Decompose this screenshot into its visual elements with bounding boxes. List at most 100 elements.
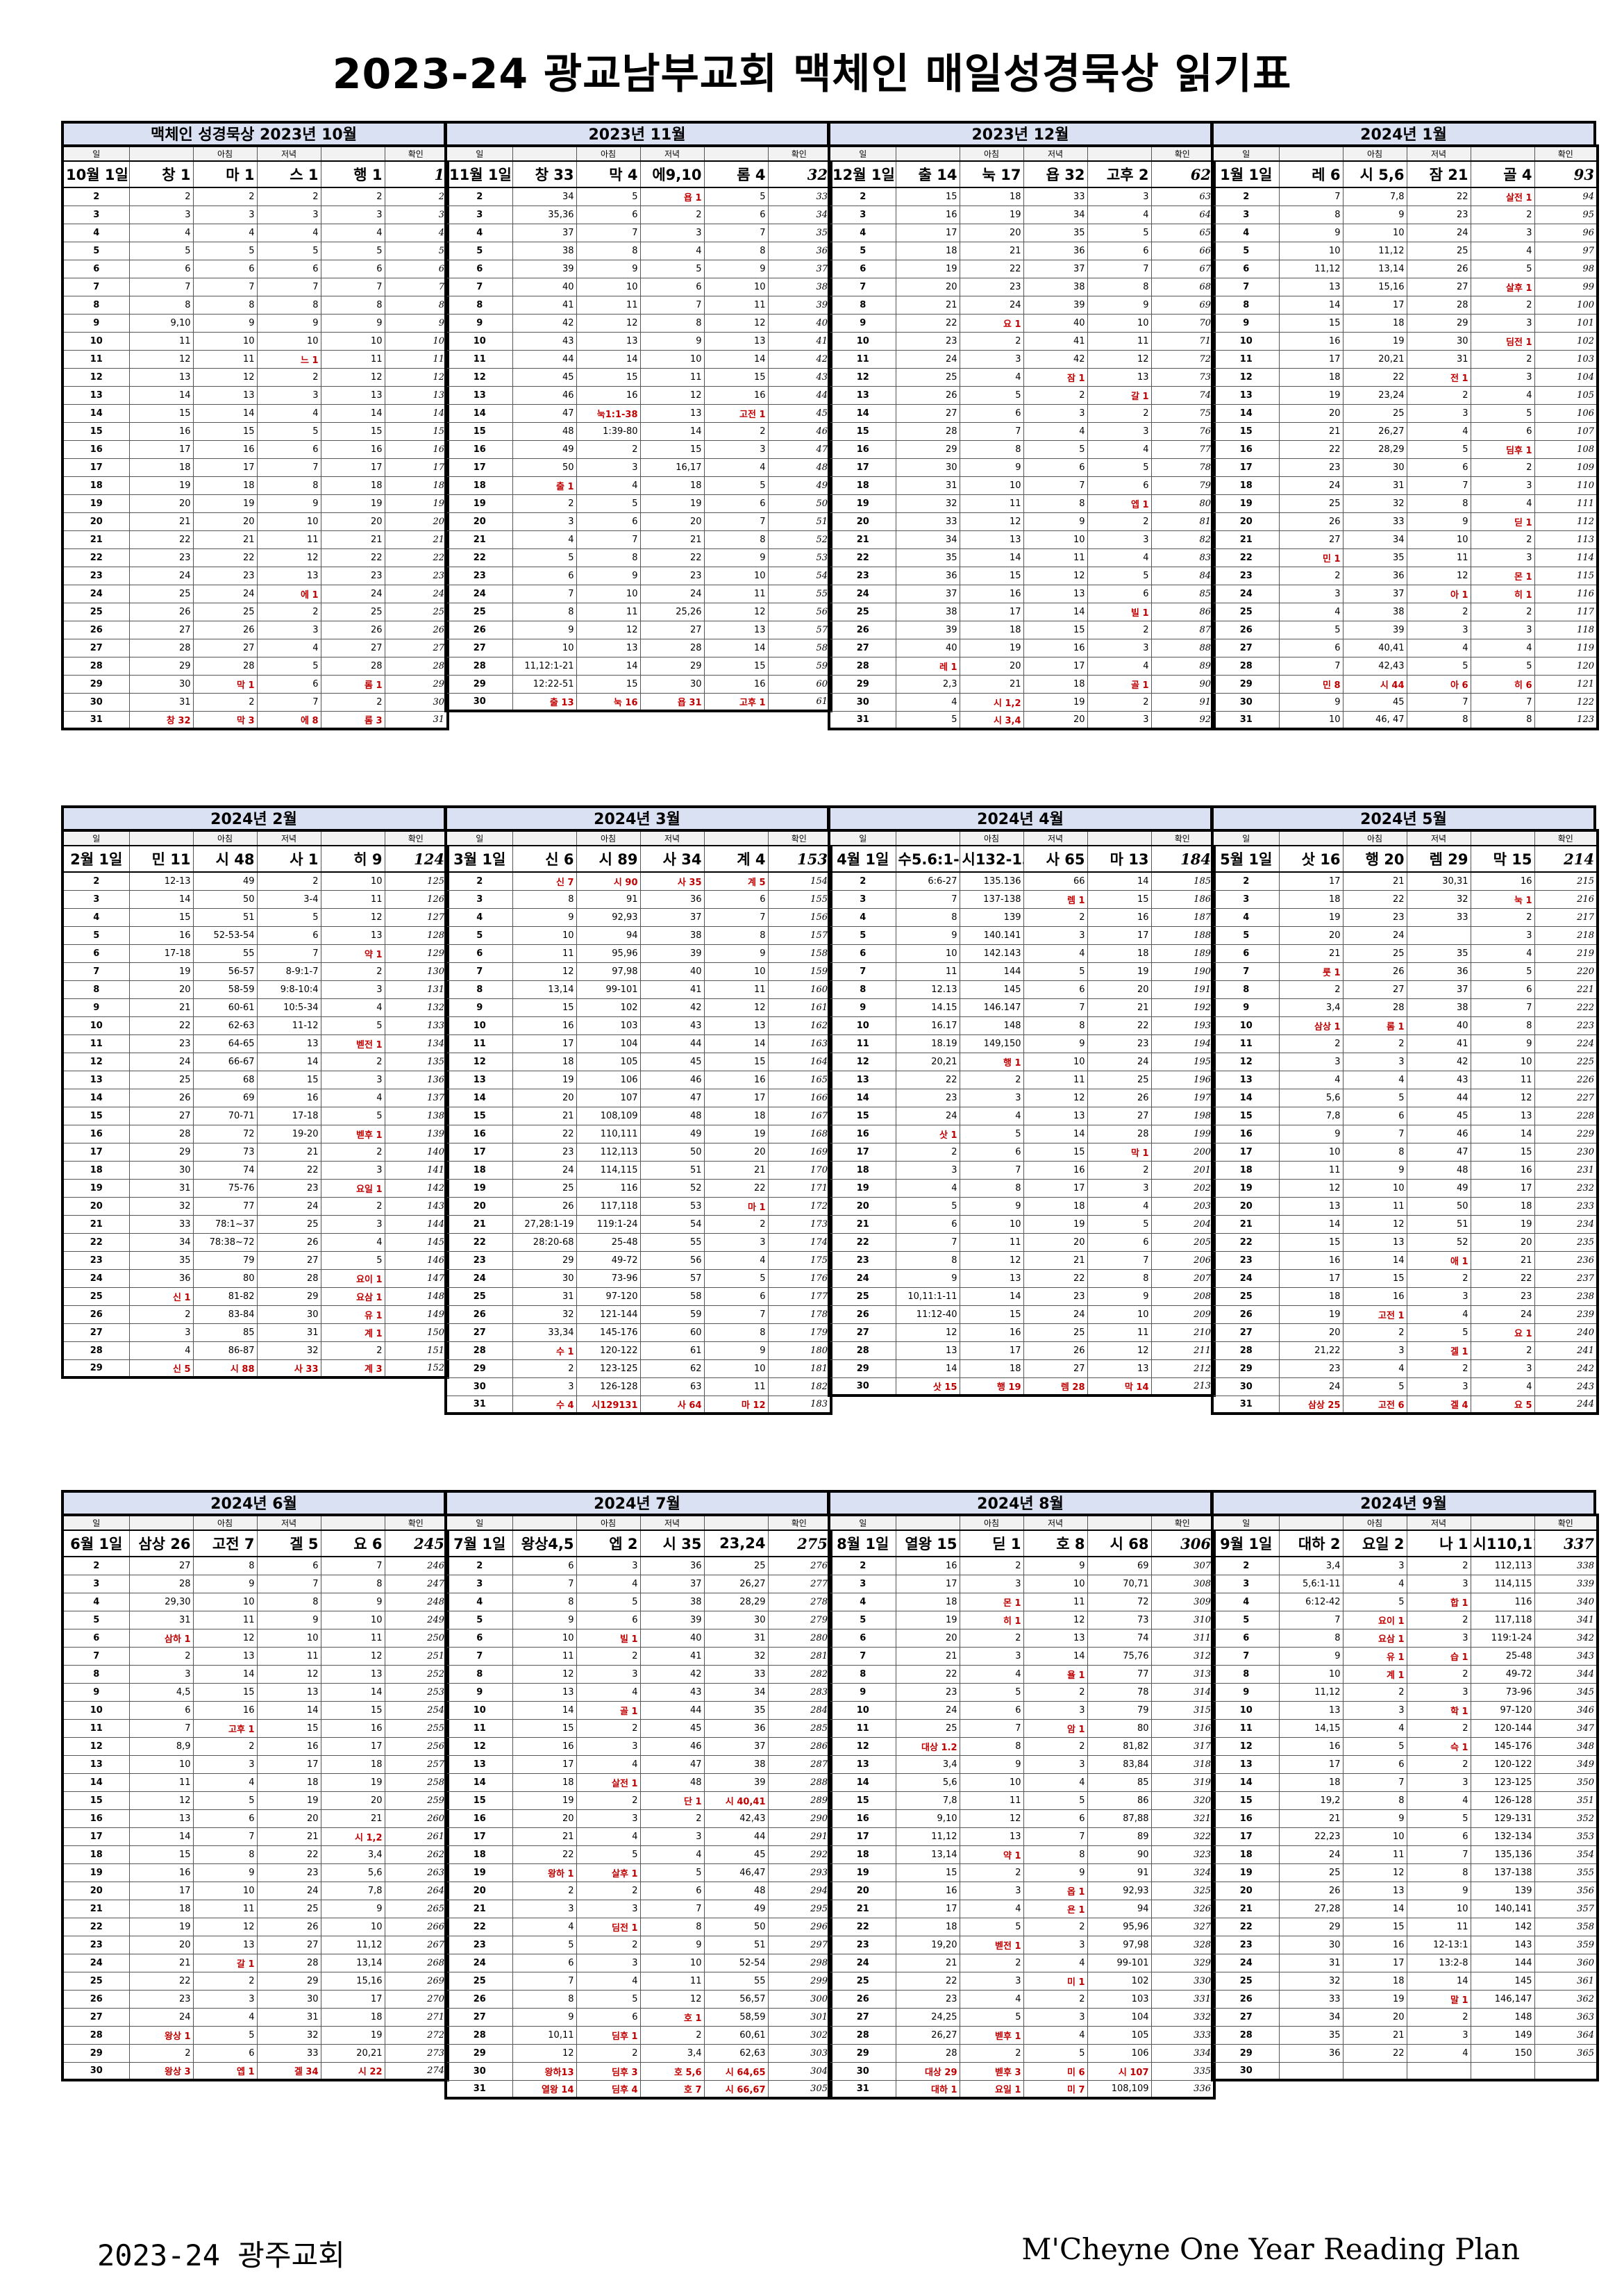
- check-cell[interactable]: 356: [1534, 1881, 1598, 1900]
- check-cell[interactable]: 134: [384, 1034, 449, 1053]
- check-cell[interactable]: 351: [1534, 1791, 1598, 1810]
- check-cell[interactable]: 31: [384, 710, 449, 730]
- check-cell[interactable]: 35: [767, 223, 832, 242]
- check-cell[interactable]: 353: [1534, 1827, 1598, 1846]
- check-cell[interactable]: 132: [384, 998, 449, 1017]
- check-cell[interactable]: 333: [1150, 2025, 1215, 2045]
- check-cell[interactable]: 60: [767, 674, 832, 694]
- check-cell[interactable]: 277: [767, 1574, 832, 1593]
- check-cell[interactable]: 130: [384, 962, 449, 981]
- check-cell[interactable]: 270: [384, 1989, 449, 2009]
- check-cell[interactable]: 308: [1150, 1574, 1215, 1593]
- check-cell[interactable]: 49: [767, 476, 832, 495]
- check-cell[interactable]: 66: [1150, 241, 1215, 260]
- check-cell[interactable]: 45: [767, 403, 832, 423]
- check-cell[interactable]: 274: [384, 2061, 449, 2081]
- check-cell[interactable]: 325: [1150, 1881, 1215, 1900]
- check-cell[interactable]: 129: [384, 944, 449, 963]
- check-cell[interactable]: 140: [384, 1142, 449, 1162]
- check-cell[interactable]: 128: [384, 925, 449, 945]
- check-cell[interactable]: 290: [767, 1809, 832, 1828]
- check-cell[interactable]: 62: [1150, 160, 1215, 188]
- check-cell[interactable]: 209: [1150, 1305, 1215, 1324]
- check-cell[interactable]: 189: [1150, 944, 1215, 963]
- check-cell[interactable]: 192: [1150, 998, 1215, 1017]
- check-cell[interactable]: 143: [384, 1196, 449, 1216]
- check-cell[interactable]: 213: [1150, 1377, 1215, 1396]
- check-cell[interactable]: 145: [384, 1232, 449, 1252]
- check-cell[interactable]: 252: [384, 1664, 449, 1684]
- check-cell[interactable]: 7: [384, 277, 449, 296]
- check-cell[interactable]: 57: [767, 620, 832, 639]
- check-cell[interactable]: 289: [767, 1791, 832, 1810]
- check-cell[interactable]: 363: [1534, 2007, 1598, 2027]
- check-cell[interactable]: 81: [1150, 512, 1215, 531]
- check-cell[interactable]: 247: [384, 1574, 449, 1593]
- check-cell[interactable]: 67: [1150, 259, 1215, 278]
- check-cell[interactable]: 176: [767, 1268, 832, 1288]
- check-cell[interactable]: 297: [767, 1935, 832, 1954]
- check-cell[interactable]: 185: [1150, 871, 1215, 891]
- check-cell[interactable]: 340: [1534, 1592, 1598, 1611]
- check-cell[interactable]: 10: [384, 331, 449, 351]
- check-cell[interactable]: 5: [384, 241, 449, 260]
- check-cell[interactable]: 164: [767, 1052, 832, 1071]
- check-cell[interactable]: 347: [1534, 1718, 1598, 1738]
- check-cell[interactable]: 253: [384, 1682, 449, 1702]
- check-cell[interactable]: 28: [384, 656, 449, 676]
- check-cell[interactable]: 151: [384, 1341, 449, 1360]
- check-cell[interactable]: 350: [1534, 1773, 1598, 1792]
- check-cell[interactable]: 99: [1534, 277, 1598, 296]
- check-cell[interactable]: 93: [1534, 160, 1598, 188]
- check-cell[interactable]: 177: [767, 1287, 832, 1306]
- check-cell[interactable]: 362: [1534, 1989, 1598, 2009]
- check-cell[interactable]: 68: [1150, 277, 1215, 296]
- check-cell[interactable]: 281: [767, 1646, 832, 1666]
- check-cell[interactable]: 268: [384, 1953, 449, 1972]
- check-cell[interactable]: 26: [384, 620, 449, 639]
- check-cell[interactable]: 89: [1150, 656, 1215, 676]
- check-cell[interactable]: 287: [767, 1754, 832, 1774]
- check-cell[interactable]: 135: [384, 1052, 449, 1071]
- check-cell[interactable]: 182: [767, 1377, 832, 1396]
- check-cell[interactable]: 231: [1534, 1160, 1598, 1180]
- check-cell[interactable]: 237: [1534, 1268, 1598, 1288]
- check-cell[interactable]: 103: [1534, 349, 1598, 369]
- check-cell[interactable]: 181: [767, 1359, 832, 1378]
- check-cell[interactable]: 43: [767, 367, 832, 387]
- check-cell[interactable]: 208: [1150, 1287, 1215, 1306]
- check-cell[interactable]: 211: [1150, 1341, 1215, 1360]
- check-cell[interactable]: 310: [1150, 1610, 1215, 1629]
- check-cell[interactable]: 332: [1150, 2007, 1215, 2027]
- check-cell[interactable]: 303: [767, 2043, 832, 2063]
- check-cell[interactable]: 200: [1150, 1142, 1215, 1162]
- check-cell[interactable]: 117: [1534, 602, 1598, 621]
- check-cell[interactable]: 307: [1150, 1556, 1215, 1575]
- check-cell[interactable]: 178: [767, 1305, 832, 1324]
- check-cell[interactable]: 39: [767, 295, 832, 315]
- check-cell[interactable]: 334: [1150, 2043, 1215, 2063]
- check-cell[interactable]: 214: [1534, 845, 1598, 873]
- check-cell[interactable]: 79: [1150, 476, 1215, 495]
- check-cell[interactable]: 275: [767, 1530, 832, 1557]
- check-cell[interactable]: 152: [384, 1359, 449, 1378]
- check-cell[interactable]: 226: [1534, 1070, 1598, 1089]
- check-cell[interactable]: 149: [384, 1305, 449, 1324]
- check-cell[interactable]: 52: [767, 530, 832, 549]
- check-cell[interactable]: 256: [384, 1736, 449, 1756]
- check-cell[interactable]: 193: [1150, 1016, 1215, 1035]
- check-cell[interactable]: 136: [384, 1070, 449, 1089]
- check-cell[interactable]: 300: [767, 1989, 832, 2009]
- check-cell[interactable]: 323: [1150, 1845, 1215, 1864]
- check-cell[interactable]: 21: [384, 530, 449, 549]
- check-cell[interactable]: 352: [1534, 1809, 1598, 1828]
- check-cell[interactable]: 239: [1534, 1305, 1598, 1324]
- check-cell[interactable]: 9: [384, 313, 449, 333]
- check-cell[interactable]: 217: [1534, 907, 1598, 927]
- check-cell[interactable]: 141: [384, 1160, 449, 1180]
- check-cell[interactable]: 40: [767, 313, 832, 333]
- check-cell[interactable]: 29: [384, 674, 449, 694]
- check-cell[interactable]: 336: [1150, 2079, 1215, 2099]
- check-cell[interactable]: 97: [1534, 241, 1598, 260]
- check-cell[interactable]: 191: [1150, 980, 1215, 999]
